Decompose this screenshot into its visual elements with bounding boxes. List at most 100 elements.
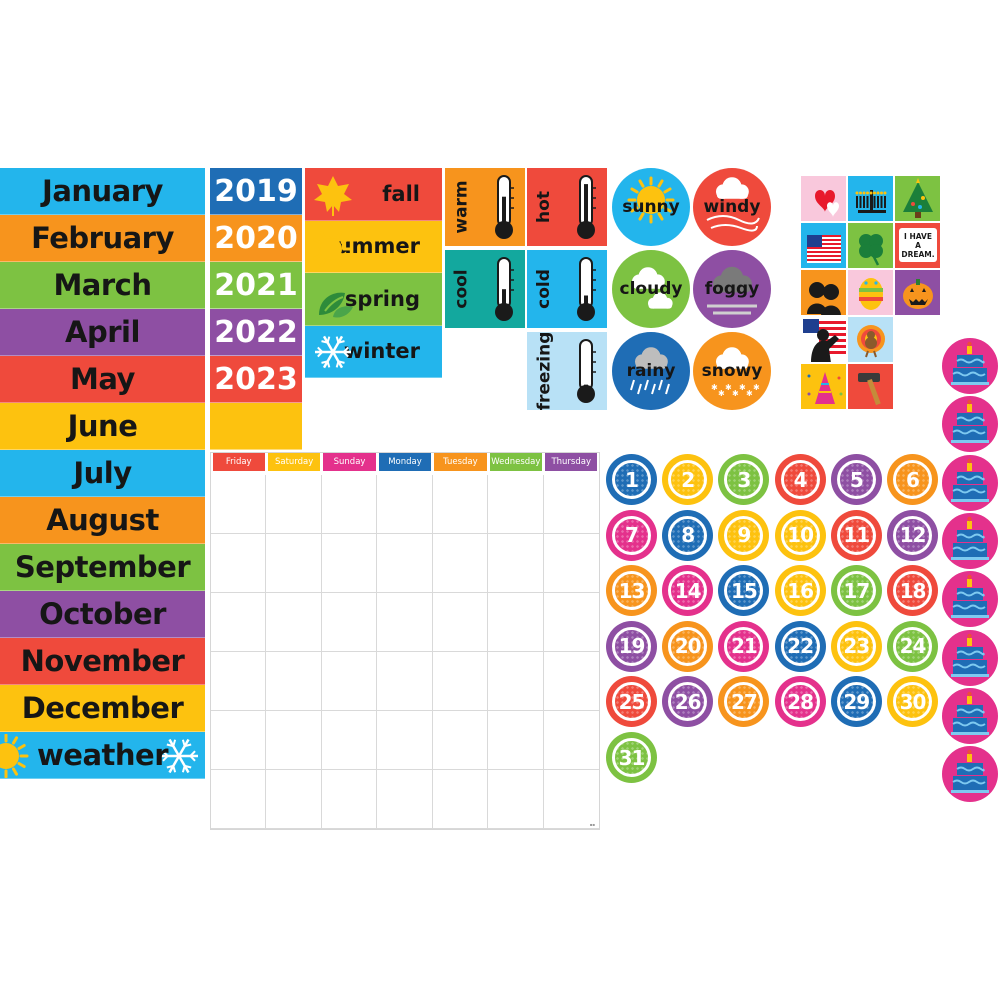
birthday-circle (942, 571, 998, 628)
calendar-cell[interactable] (488, 593, 544, 652)
calendar-cell[interactable] (321, 652, 378, 711)
number-circle-inner: 26 (668, 682, 708, 722)
calendar-cell[interactable] (432, 652, 489, 711)
calendar-cell[interactable] (543, 770, 599, 829)
number-circle: 7 (606, 509, 657, 561)
holiday-tile (800, 222, 847, 269)
calendar-cell[interactable] (432, 770, 489, 829)
calendar-cell[interactable] (377, 711, 433, 770)
month-strips: January February March April May June July Augu… (0, 168, 205, 779)
number-circle: 30 (887, 676, 938, 728)
season-card-fall: fall (305, 168, 442, 221)
party-hat-icon (807, 372, 843, 404)
calendar-cell[interactable] (543, 475, 599, 534)
year-cards: 2019 2020 2021 2022 2023 (210, 168, 302, 450)
number-circle: 23 (830, 620, 882, 672)
calendar-cell[interactable] (543, 711, 599, 770)
turkey-icon (857, 325, 885, 358)
number-label: 5 (849, 467, 864, 492)
calendar-cell[interactable] (432, 593, 489, 652)
month-strip-july: July (0, 450, 205, 497)
svg-text:✱: ✱ (746, 389, 753, 398)
calendar-cell[interactable] (377, 593, 433, 652)
calendar-cell[interactable] (266, 770, 322, 829)
temperature-word: hot (531, 174, 557, 240)
calendar-cell[interactable] (321, 593, 378, 652)
christmas-tree-icon (903, 178, 933, 218)
hearts-icon (815, 190, 839, 217)
number-circle: 22 (774, 620, 826, 672)
number-circle: 8 (662, 509, 714, 561)
weather-circle-sunny: sunny (612, 168, 690, 246)
number-label: 13 (618, 578, 646, 603)
calendar-cell[interactable] (377, 475, 433, 534)
sprout-icon (319, 292, 353, 318)
calendar-cell[interactable] (266, 711, 322, 770)
thermometer-icon (495, 257, 514, 321)
birthday-circle (942, 687, 998, 744)
calendar-cell[interactable] (211, 593, 267, 652)
birthday-circle (942, 396, 998, 453)
calendar-cell[interactable] (488, 770, 544, 829)
calendar-cell[interactable] (211, 475, 267, 534)
publisher-logo: ▪▪ (589, 822, 595, 827)
temperature-label: warm (452, 180, 472, 234)
number-circle-inner: 24 (893, 626, 932, 666)
calendar-cell[interactable] (432, 534, 489, 593)
calendar-cell[interactable] (266, 475, 322, 534)
thermometer-icon (577, 339, 596, 403)
birthday-circle (942, 338, 998, 394)
birthday-circle (942, 629, 998, 686)
weather-word: windy (703, 197, 761, 217)
number-label: 22 (787, 634, 814, 659)
calendar-cell[interactable] (488, 475, 544, 534)
number-circle: 28 (774, 676, 826, 728)
calendar-cell[interactable] (432, 475, 489, 534)
calendar-cell[interactable] (543, 652, 599, 711)
calendar-cell[interactable] (543, 534, 599, 593)
birthday-cake-icon (951, 516, 989, 560)
year-card: 2023 (210, 356, 302, 403)
month-strip-december: December (0, 685, 205, 732)
calendar-cell[interactable] (488, 652, 544, 711)
number-circle-inner: 29 (836, 682, 876, 722)
number-label: 7 (625, 523, 639, 548)
calendar-grid: Friday Saturday Sunday Monday Tuesday Wednesd… (210, 452, 600, 830)
number-circle: 2 (662, 454, 714, 505)
calendar-cell[interactable] (266, 534, 322, 593)
calendar-cell[interactable] (211, 534, 267, 593)
calendar-cell[interactable] (543, 593, 599, 652)
number-circle: 29 (830, 676, 882, 728)
season-card-winter: winter (305, 325, 442, 378)
number-label: 27 (730, 689, 758, 714)
calendar-cell[interactable] (211, 652, 267, 711)
calendar-cell[interactable] (377, 770, 433, 829)
calendar-cell[interactable] (377, 534, 433, 593)
calendar-cell[interactable] (321, 770, 378, 829)
number-label: 16 (787, 578, 814, 603)
month-strip-january: January (0, 168, 205, 215)
temperature-label: freezing (534, 331, 554, 411)
calendar-cell[interactable] (377, 652, 433, 711)
number-circle-inner: 2 (668, 460, 708, 499)
calendar-cell[interactable] (432, 711, 489, 770)
calendar-cell[interactable] (211, 770, 267, 829)
calendar-cell[interactable] (321, 711, 378, 770)
calendar-cell[interactable] (266, 593, 322, 652)
calendar-cell[interactable] (211, 711, 267, 770)
season-cards: fall summer spring winter (305, 168, 442, 378)
number-circle: 17 (830, 565, 882, 617)
number-circle-inner: 3 (724, 460, 764, 499)
weather-word: snowy (701, 361, 763, 381)
number-circle: 12 (887, 509, 938, 561)
svg-text:✱: ✱ (711, 383, 718, 392)
calendar-cell[interactable] (488, 711, 544, 770)
number-circle: 9 (718, 509, 770, 561)
holiday-tile: I HAVE A DREAM. (894, 222, 941, 269)
calendar-cell[interactable] (488, 534, 544, 593)
calendar-cell[interactable] (266, 652, 322, 711)
calendar-cell[interactable] (321, 475, 378, 534)
calendar-cell[interactable] (321, 534, 378, 593)
number-label: 28 (787, 689, 814, 714)
